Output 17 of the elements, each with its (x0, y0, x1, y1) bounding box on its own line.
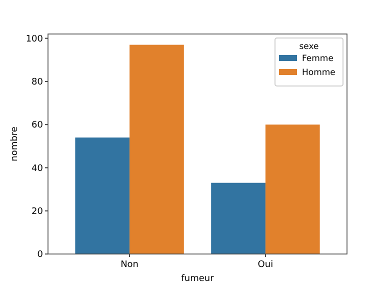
bar (130, 44, 184, 254)
bar (75, 138, 130, 254)
y-tick-label: 20 (32, 207, 44, 218)
y-tick-label: 40 (32, 164, 44, 174)
y-axis-title: nombre (10, 126, 20, 162)
bar (265, 124, 320, 254)
legend-title: sexe (299, 42, 319, 52)
x-tick-label: Oui (258, 260, 274, 270)
y-tick-label: 60 (32, 120, 44, 131)
bar (211, 182, 266, 254)
legend-label: Femme (302, 54, 334, 64)
y-tick-label: 80 (32, 78, 44, 88)
legend-label: Homme (302, 68, 336, 78)
y-tick-label: 0 (37, 250, 44, 260)
x-tick-label: Non (120, 260, 139, 270)
y-tick-label: 100 (26, 34, 44, 44)
x-axis-title: fumeur (181, 274, 214, 284)
